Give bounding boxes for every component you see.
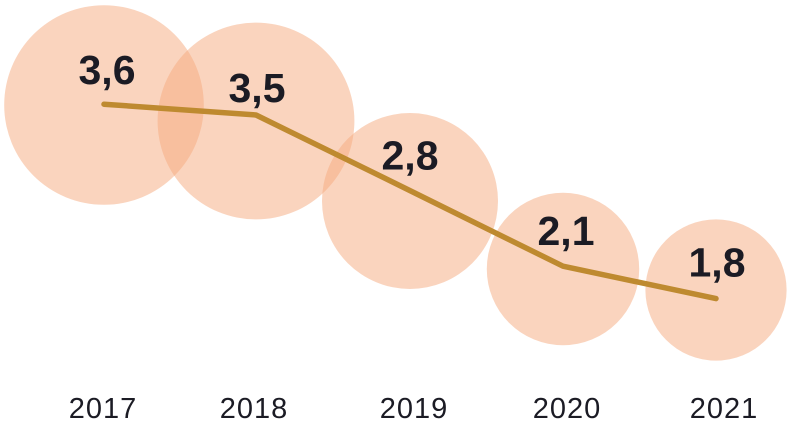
year-label-2017: 2017 — [69, 393, 138, 425]
trend-line — [101, 101, 719, 302]
value-label-2020: 2,1 — [538, 208, 595, 254]
bubble-2018 — [157, 22, 355, 220]
year-label-2020: 2020 — [533, 393, 602, 425]
year-label-2018: 2018 — [220, 393, 289, 425]
value-label-2021: 1,8 — [689, 240, 746, 286]
value-label-2017: 3,6 — [79, 47, 136, 93]
bubble-2019 — [322, 113, 498, 289]
value-label-2018: 3,5 — [229, 65, 286, 111]
year-label-2019: 2019 — [380, 393, 449, 425]
bubble-2021 — [645, 219, 787, 361]
year-label-2021: 2021 — [690, 393, 759, 425]
year-labels-group: 2017 2018 2019 2020 2021 — [69, 393, 759, 425]
value-label-2019: 2,8 — [382, 133, 439, 179]
value-labels-group: 3,6 3,5 2,8 2,1 1,8 — [79, 47, 746, 285]
